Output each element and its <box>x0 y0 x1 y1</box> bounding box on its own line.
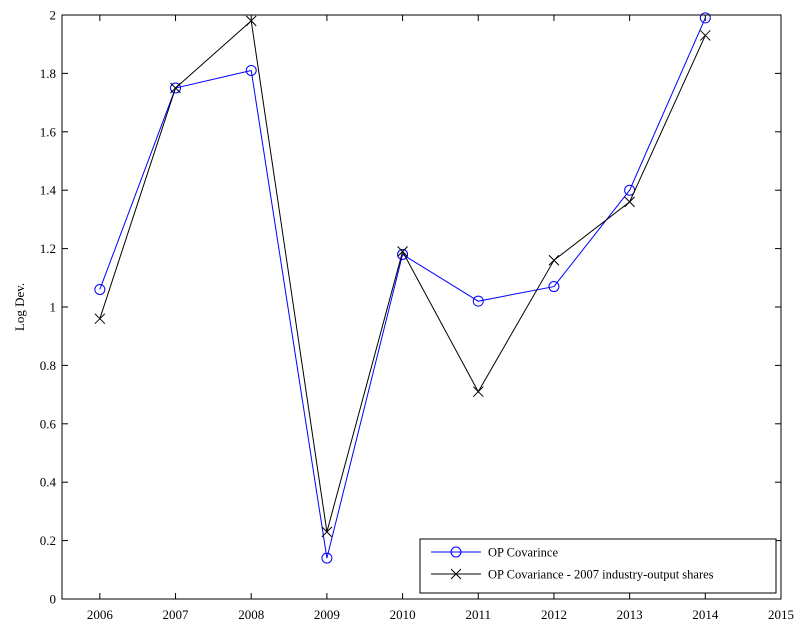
data-point-x <box>397 246 408 257</box>
legend: OP Covarince OP Covariance - 2007 indust… <box>419 538 777 594</box>
x-tick-label: 2007 <box>163 607 190 622</box>
data-point-x <box>624 196 635 208</box>
y-tick-label: 0 <box>50 592 57 607</box>
data-point-circle <box>94 283 106 295</box>
series-layer <box>94 12 711 564</box>
x-tick-label: 2006 <box>87 607 114 622</box>
series-line-1 <box>99 17 706 559</box>
y-tick-label: 0.2 <box>40 533 56 548</box>
data-point-x <box>94 313 106 325</box>
legend-marker-x <box>450 568 462 580</box>
data-point-circle <box>548 281 560 293</box>
legend-marker-circle <box>450 546 462 558</box>
x-tick-label: 2013 <box>617 607 643 622</box>
plot-frame <box>61 14 782 600</box>
data-point-circle <box>397 248 409 260</box>
data-point-x <box>245 15 257 27</box>
x-tick-label: 2008 <box>238 607 264 622</box>
data-point-x <box>548 254 560 266</box>
data-point-circle <box>245 64 257 76</box>
x-axis-ticks: 2006 2007 2008 2009 2010 2011 2012 2013 2014 2015 <box>87 15 794 622</box>
y-tick-label: 1 <box>50 300 57 315</box>
legend-label-series-1: OP Covarince <box>488 546 558 560</box>
data-point-x <box>472 386 484 398</box>
y-tick-label: 0.4 <box>40 475 57 490</box>
data-point-x <box>699 30 711 41</box>
y-tick-label: 0.6 <box>40 416 57 431</box>
y-tick-label: 1.2 <box>40 241 56 256</box>
data-point-x <box>170 82 181 94</box>
x-tick-label: 2011 <box>465 607 491 622</box>
data-point-circle <box>472 295 484 307</box>
data-point-circle <box>170 82 182 94</box>
plot-area <box>62 15 781 599</box>
y-tick-label: 1.6 <box>40 124 57 139</box>
y-axis-label: Log Dev. <box>12 283 27 331</box>
x-tick-label: 2015 <box>768 607 794 622</box>
y-tick-label: 1.8 <box>40 66 56 81</box>
legend-label-series-2: OP Covariance - 2007 industry-output sha… <box>488 568 714 582</box>
y-tick-label: 1.4 <box>40 183 57 198</box>
x-tick-label: 2012 <box>541 607 567 622</box>
x-tick-label: 2009 <box>314 607 340 622</box>
data-point-circle <box>321 552 333 564</box>
y-tick-label: 2 <box>50 8 57 23</box>
data-point-circle <box>699 12 711 24</box>
y-tick-label: 0.8 <box>40 358 56 373</box>
x-tick-label: 2014 <box>692 607 719 622</box>
legend-box <box>419 538 777 594</box>
data-point-x <box>321 526 333 538</box>
x-tick-label: 2010 <box>390 607 416 622</box>
